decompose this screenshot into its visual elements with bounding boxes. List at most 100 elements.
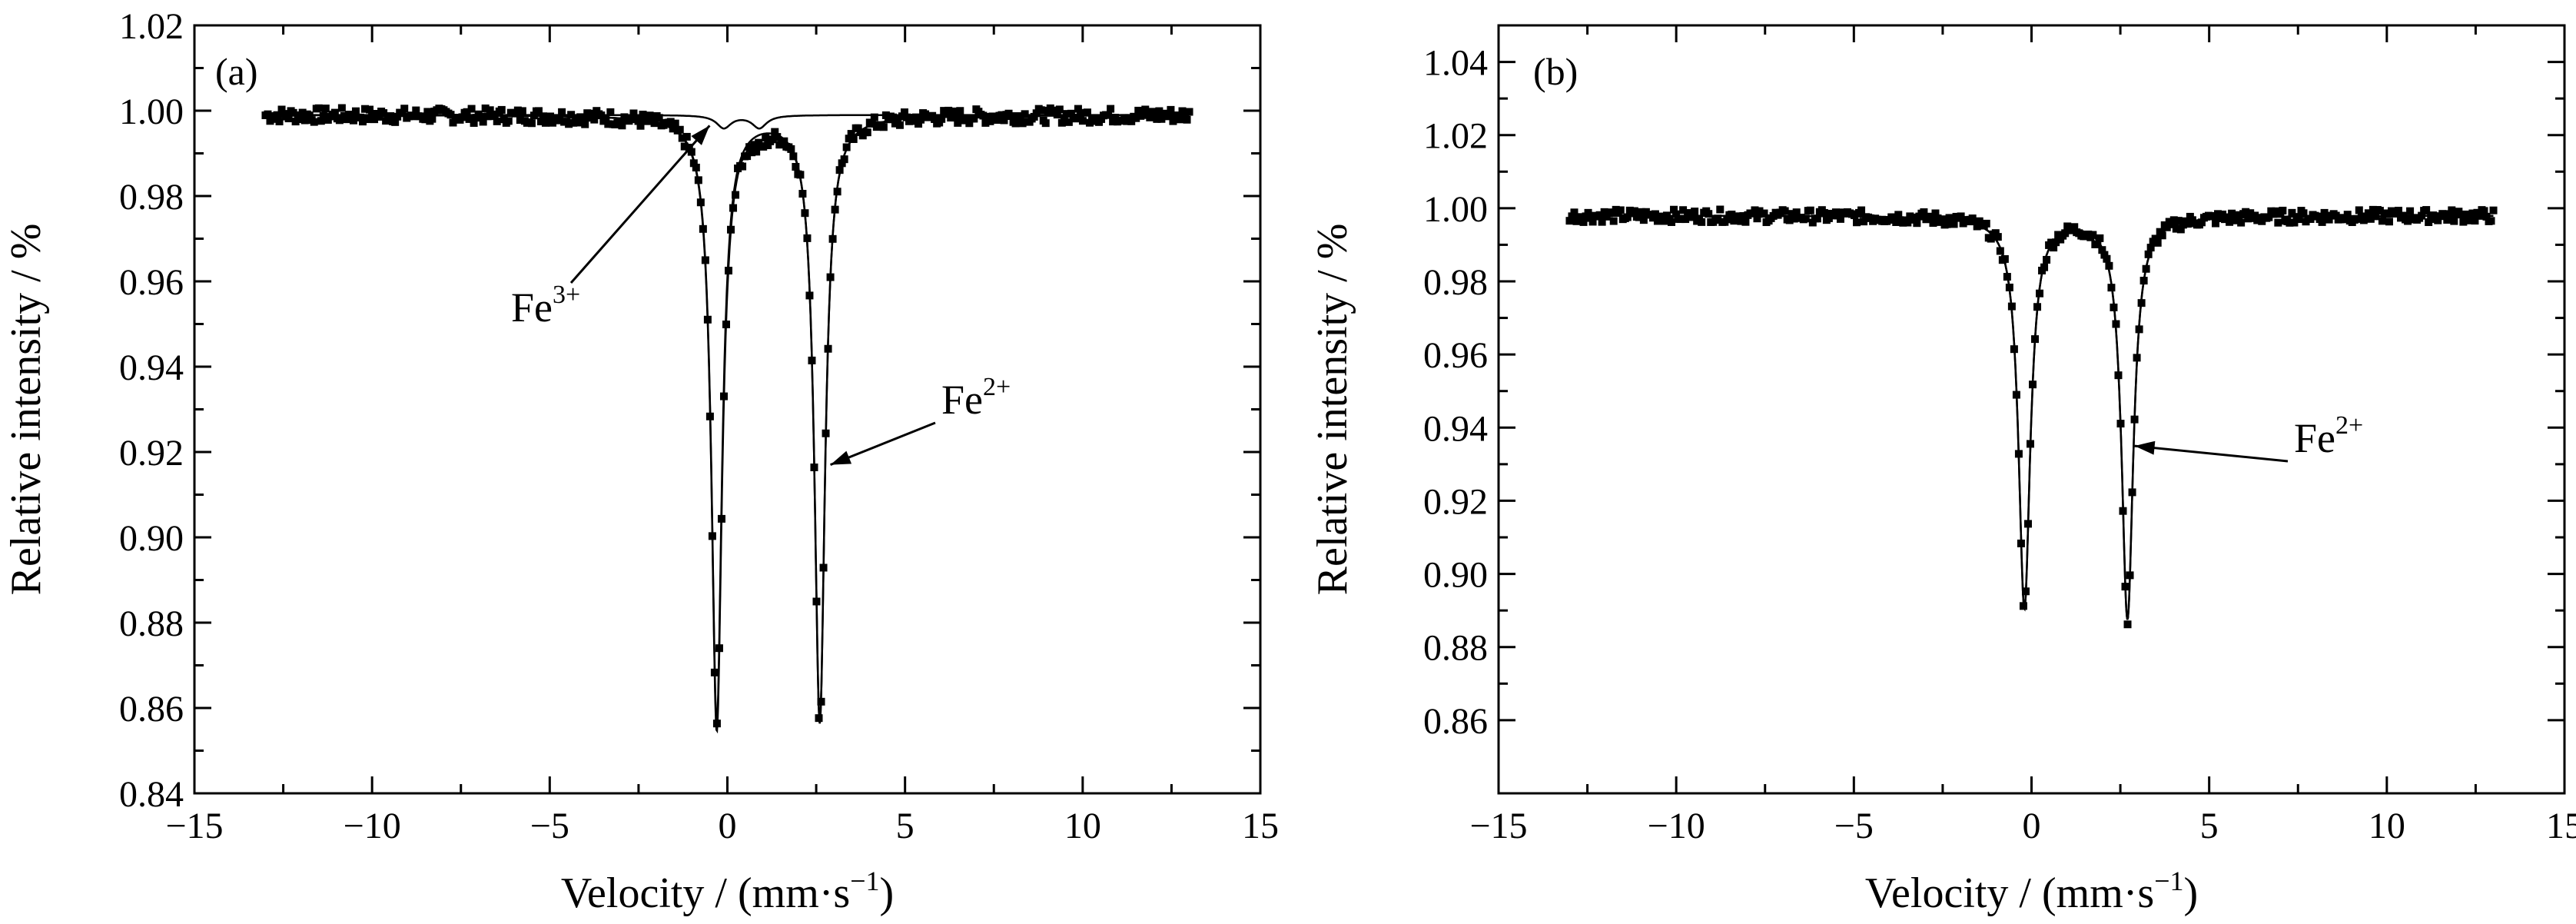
data-point bbox=[536, 117, 545, 125]
data-point bbox=[1929, 219, 1937, 228]
data-point bbox=[296, 115, 304, 124]
data-point bbox=[687, 148, 695, 156]
data-point bbox=[490, 112, 499, 121]
data-point bbox=[572, 114, 580, 122]
data-point bbox=[1734, 212, 1743, 221]
data-point bbox=[708, 532, 716, 540]
data-point bbox=[888, 113, 897, 121]
data-point bbox=[1016, 112, 1024, 121]
data-point bbox=[2468, 209, 2477, 218]
data-point bbox=[1957, 212, 1965, 221]
data-point bbox=[1705, 210, 1713, 218]
data-point bbox=[2014, 450, 2023, 458]
data-point bbox=[2098, 246, 2106, 254]
data-point bbox=[826, 273, 835, 281]
data-point bbox=[2214, 210, 2222, 218]
data-point bbox=[1860, 218, 1868, 226]
data-point bbox=[1155, 107, 1164, 115]
annotation-label: Fe2+ bbox=[2294, 411, 2363, 461]
data-point bbox=[2036, 289, 2044, 297]
y-tick-label: 0.94 bbox=[119, 347, 184, 388]
data-point bbox=[1062, 110, 1071, 118]
data-point bbox=[931, 115, 939, 123]
data-point bbox=[1851, 211, 1859, 220]
data-point bbox=[2005, 283, 2013, 291]
data-point bbox=[2457, 211, 2465, 219]
data-point bbox=[1806, 206, 1814, 214]
data-point bbox=[1183, 115, 1191, 124]
y-tick-label: 0.86 bbox=[1423, 701, 1488, 742]
data-point bbox=[902, 113, 911, 121]
data-point bbox=[2012, 391, 2020, 399]
data-point bbox=[529, 111, 538, 120]
data-point bbox=[479, 118, 487, 126]
data-point bbox=[1579, 218, 1588, 226]
data-point bbox=[771, 128, 779, 136]
data-point bbox=[703, 315, 712, 324]
data-point bbox=[2121, 583, 2130, 591]
annotation-arrow-head bbox=[2134, 440, 2156, 455]
data-point bbox=[1148, 108, 1157, 116]
data-point bbox=[366, 105, 374, 114]
data-point bbox=[671, 119, 679, 128]
annotation-label: Fe2+ bbox=[941, 373, 1011, 423]
data-point bbox=[1728, 210, 1736, 218]
data-point bbox=[1111, 114, 1120, 122]
data-point bbox=[854, 124, 862, 132]
data-point bbox=[1943, 220, 1951, 228]
x-tick-label: −10 bbox=[344, 806, 401, 846]
data-point bbox=[291, 118, 300, 126]
y-tick-label: 1.00 bbox=[1423, 189, 1488, 230]
data-point bbox=[483, 112, 492, 121]
data-point bbox=[337, 104, 346, 112]
data-point bbox=[2265, 213, 2273, 221]
data-point bbox=[2107, 284, 2116, 292]
data-point bbox=[284, 115, 293, 123]
data-point bbox=[2197, 218, 2206, 227]
data-point bbox=[842, 143, 851, 151]
data-point bbox=[1185, 108, 1193, 116]
data-point bbox=[2007, 302, 2016, 311]
data-point bbox=[1716, 205, 1725, 214]
data-point bbox=[2146, 244, 2155, 252]
data-point bbox=[2183, 220, 2192, 228]
data-point bbox=[2286, 218, 2294, 227]
data-point bbox=[696, 198, 705, 207]
data-point bbox=[1007, 112, 1015, 121]
data-point bbox=[363, 115, 372, 124]
data-point bbox=[792, 162, 800, 171]
data-point bbox=[1894, 211, 1903, 219]
data-point bbox=[1093, 114, 1101, 122]
data-point bbox=[2272, 207, 2280, 215]
annotation-arrow-line bbox=[2134, 444, 2289, 463]
data-point bbox=[2404, 217, 2412, 225]
data-point bbox=[2026, 440, 2034, 448]
data-point bbox=[1018, 119, 1027, 128]
data-point bbox=[2246, 209, 2255, 218]
data-point bbox=[2126, 571, 2134, 580]
data-point bbox=[1167, 105, 1175, 114]
data-point bbox=[1987, 234, 1995, 243]
data-point bbox=[2375, 207, 2384, 215]
data-point bbox=[634, 117, 642, 125]
data-point bbox=[1057, 118, 1066, 127]
data-point bbox=[745, 143, 754, 151]
data-point bbox=[2355, 206, 2363, 214]
data-point bbox=[467, 105, 476, 113]
data-point bbox=[835, 166, 844, 174]
data-point bbox=[2153, 238, 2162, 247]
data-point bbox=[1623, 213, 1632, 221]
data-point bbox=[1600, 208, 1608, 216]
data-point bbox=[2487, 217, 2495, 225]
data-point bbox=[1853, 218, 1861, 227]
data-point bbox=[351, 107, 360, 115]
y-tick-label: 0.96 bbox=[1423, 335, 1488, 376]
data-point bbox=[2105, 261, 2113, 270]
data-point bbox=[2295, 215, 2303, 224]
data-point bbox=[583, 109, 592, 118]
data-point bbox=[1588, 218, 1597, 226]
data-point bbox=[1820, 208, 1828, 217]
data-point bbox=[375, 112, 383, 121]
data-point bbox=[1792, 208, 1801, 217]
data-point bbox=[446, 111, 455, 119]
